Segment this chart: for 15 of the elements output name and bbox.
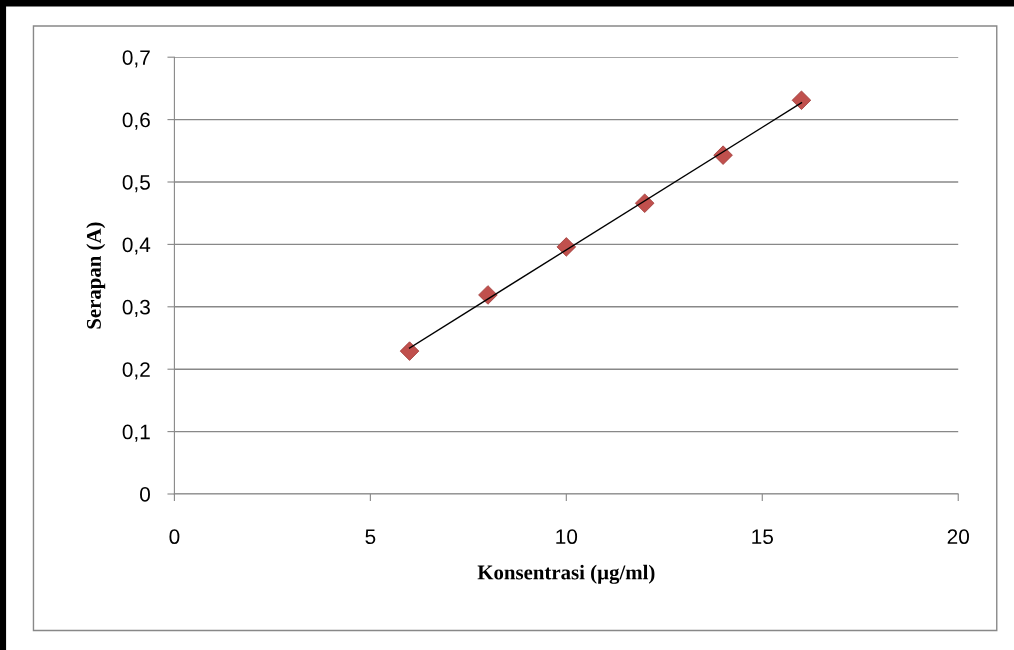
y-tick-label: 0,5 — [122, 175, 150, 193]
x-tick-label: 5 — [365, 529, 376, 545]
y-axis-title: Serapan (A) — [86, 222, 106, 329]
x-tick-label: 10 — [556, 529, 578, 545]
x-axis-title: Konsentrasi (µg/ml) — [477, 564, 655, 584]
y-tick-label: 0,4 — [122, 237, 151, 255]
x-tick-label: 0 — [169, 529, 180, 545]
y-tick-label: 0,3 — [122, 299, 150, 318]
y-tick-label: 0,1 — [122, 424, 150, 442]
y-tick-label: 0 — [140, 487, 150, 502]
y-tick-label: 0,6 — [122, 112, 150, 130]
x-tick-label: 20 — [947, 529, 969, 545]
y-tick-label: 0,2 — [122, 362, 150, 380]
x-tick-label: 15 — [752, 529, 773, 545]
y-tick-label: 0,7 — [122, 50, 150, 68]
